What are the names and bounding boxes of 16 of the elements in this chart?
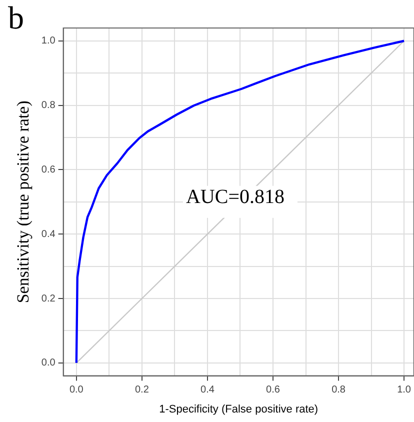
y-tick-label: 0.8 — [41, 100, 56, 112]
y-tick-label: 0.2 — [41, 293, 56, 304]
text: b — [8, 0, 24, 36]
x-tick-label: 1.0 — [397, 384, 412, 396]
y-tick-label: 0.0 — [41, 358, 56, 369]
x-tick-label: 0.4 — [200, 384, 215, 396]
x-axis-title: 1-Specificity (False positive rate) — [159, 403, 318, 416]
y-axis-title: Sensitivity (true positive rate) — [14, 100, 33, 304]
x-tick-label: 0.8 — [332, 384, 346, 396]
annotation: AUC=0.818 — [186, 186, 284, 208]
x-tick-label: 0.0 — [69, 384, 84, 396]
y-tick-label: 0.4 — [41, 228, 56, 240]
x-tick-label: 0.6 — [266, 384, 280, 396]
y-tick-label: 1.0 — [41, 36, 56, 47]
y-tick-label: 0.6 — [41, 164, 56, 176]
x-tick-label: 0.2 — [134, 384, 150, 396]
